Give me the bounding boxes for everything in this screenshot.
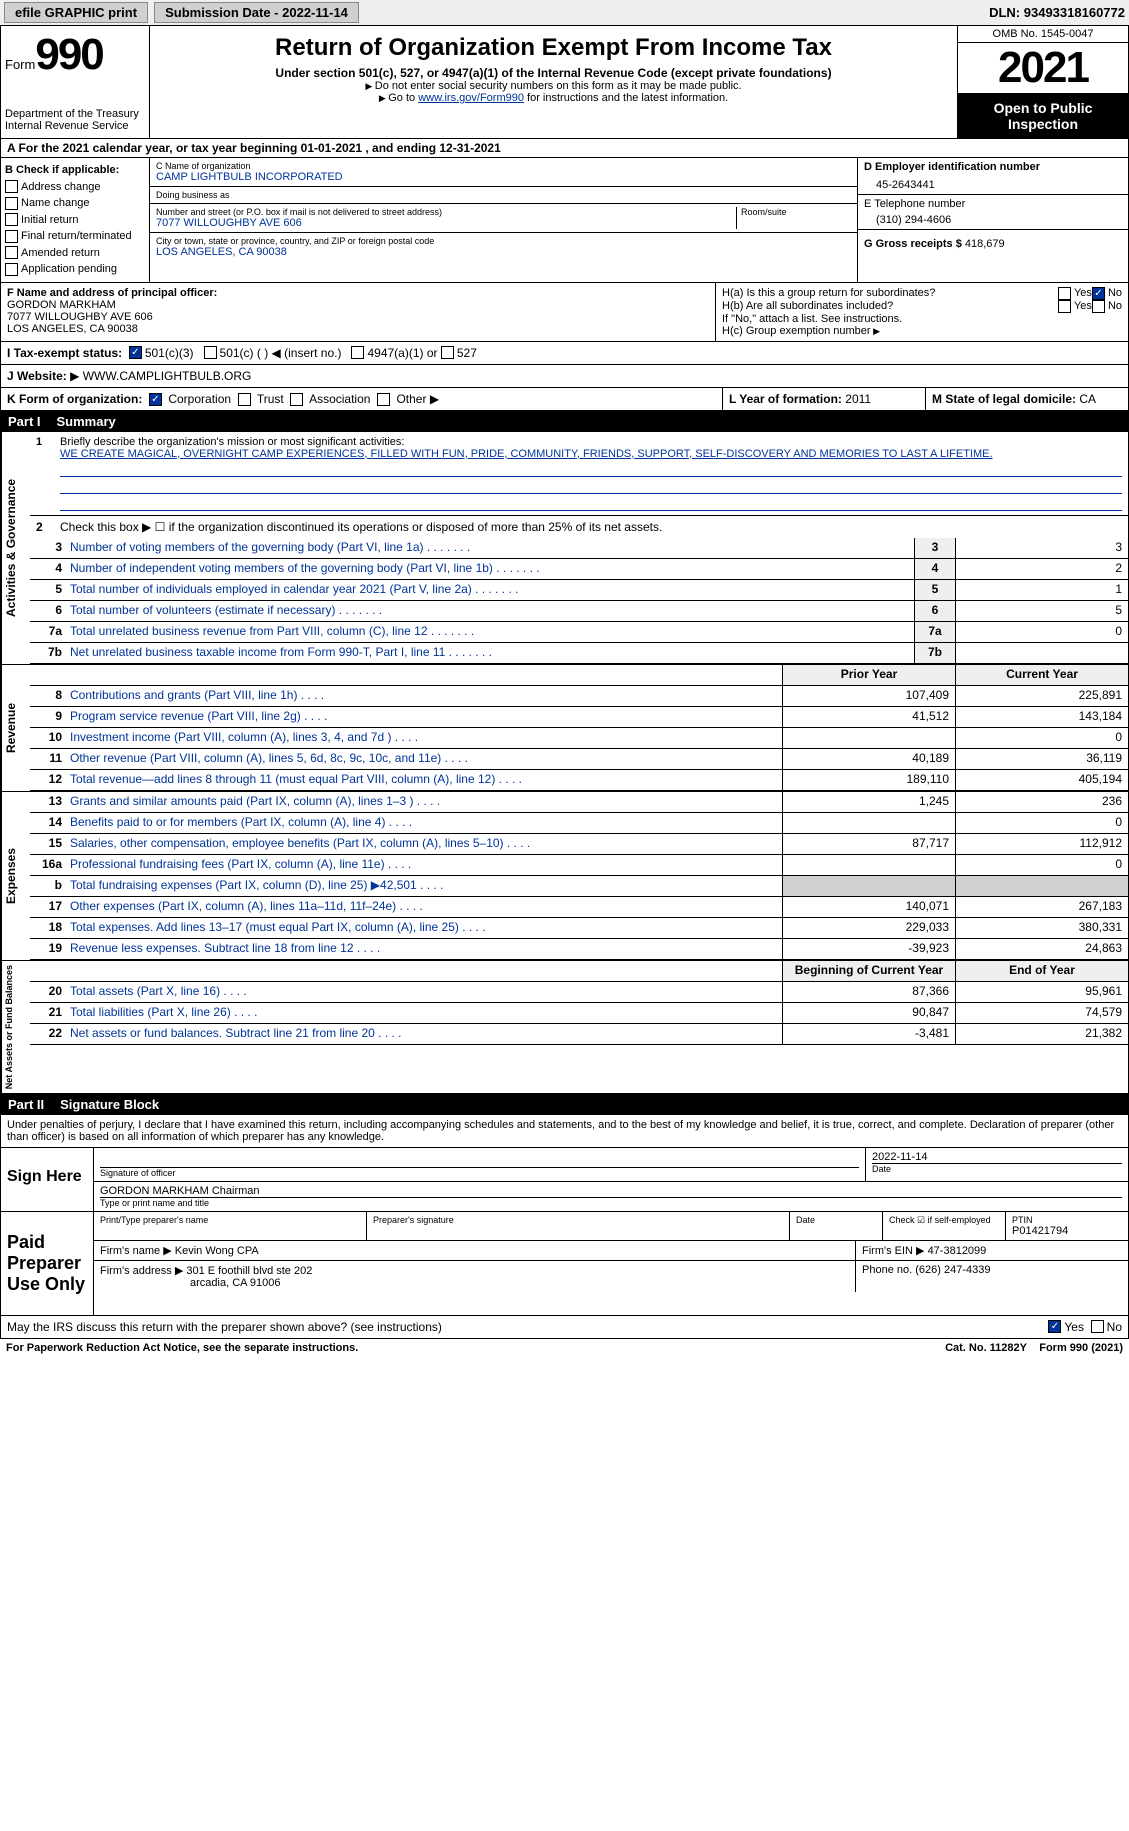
mission: WE CREATE MAGICAL, OVERNIGHT CAMP EXPERI… [60,448,1122,460]
hb-no[interactable] [1092,300,1105,313]
form-number: Form990 [5,30,103,80]
ein: 45-2643441 [864,173,1122,191]
principal-officer: F Name and address of principal officer:… [1,283,715,341]
discuss-no[interactable] [1091,1320,1104,1333]
state-domicile: M State of legal domicile: CA [925,388,1128,410]
line-15: 15 Salaries, other compensation, employe… [30,834,1128,855]
vlabel-activities: Activities & Governance [1,432,30,664]
line-8: 8 Contributions and grants (Part VIII, l… [30,686,1128,707]
line-18: 18 Total expenses. Add lines 13–17 (must… [30,918,1128,939]
check-pending[interactable] [5,263,18,276]
vlabel-net: Net Assets or Fund Balances [1,961,30,1093]
footer: For Paperwork Reduction Act Notice, see … [0,1339,1129,1357]
line-10: 10 Investment income (Part VIII, column … [30,728,1128,749]
check-527[interactable] [441,346,454,359]
hdr-row-2: Beginning of Current YearEnd of Year [30,961,1128,982]
discuss-row: May the IRS discuss this return with the… [0,1316,1129,1339]
phone: (310) 294-4606 [864,210,1122,226]
line-6: 6 Total number of volunteers (estimate i… [30,601,1128,622]
irs-link[interactable]: www.irs.gov/Form990 [418,92,524,104]
group-return: H(a) Is this a group return for subordin… [715,283,1128,341]
ha-yes[interactable] [1058,287,1071,300]
line-20: 20 Total assets (Part X, line 16) . . . … [30,982,1128,1003]
check-amended[interactable] [5,246,18,259]
tax-year: 2021 [958,43,1128,94]
hb-yes[interactable] [1058,300,1071,313]
hdr-row: Prior YearCurrent Year [30,665,1128,686]
ha-no[interactable]: ✓ [1092,287,1105,300]
check-corp[interactable]: ✓ [149,393,162,406]
tax-exempt-status: I Tax-exempt status: ✓ 501(c)(3) 501(c) … [0,342,1129,365]
line-22: 22 Net assets or fund balances. Subtract… [30,1024,1128,1045]
line-11: 11 Other revenue (Part VIII, column (A),… [30,749,1128,770]
check-initial[interactable] [5,213,18,226]
vlabel-expenses: Expenses [1,792,30,960]
part-1-header: Part I Summary [0,411,1129,432]
year-formation: L Year of formation: 2011 [722,388,925,410]
line-19: 19 Revenue less expenses. Subtract line … [30,939,1128,960]
org-name: CAMP LIGHTBULB INCORPORATED [156,171,851,183]
city: LOS ANGELES, CA 90038 [156,246,851,258]
line-12: 12 Total revenue—add lines 8 through 11 … [30,770,1128,791]
check-name[interactable] [5,197,18,210]
line-7b: 7b Net unrelated business taxable income… [30,643,1128,664]
paid-preparer: Paid Preparer Use Only Print/Type prepar… [0,1212,1129,1316]
check-4947[interactable] [351,346,364,359]
open-to-public: Open to Public Inspection [958,94,1128,138]
form-header: Form990 Department of the Treasury Inter… [0,26,1129,139]
discuss-yes[interactable]: ✓ [1048,1320,1061,1333]
form-title: Return of Organization Exempt From Incom… [154,34,953,62]
line-17: 17 Other expenses (Part IX, column (A), … [30,897,1128,918]
line-5: 5 Total number of individuals employed i… [30,580,1128,601]
check-501c[interactable] [204,346,217,359]
line-7a: 7a Total unrelated business revenue from… [30,622,1128,643]
check-address[interactable] [5,180,18,193]
dln: DLN: 93493318160772 [989,5,1125,20]
form-of-org: K Form of organization: ✓ Corporation Tr… [1,388,722,410]
omb: OMB No. 1545-0047 [958,26,1128,43]
line-16a: 16a Professional fundraising fees (Part … [30,855,1128,876]
line-3: 3 Number of voting members of the govern… [30,538,1128,559]
subdate-button[interactable]: Submission Date - 2022-11-14 [154,2,359,23]
check-final[interactable] [5,230,18,243]
check-trust[interactable] [238,393,251,406]
row-a: A For the 2021 calendar year, or tax yea… [0,139,1129,158]
gross-receipts: 418,679 [965,238,1005,250]
street: 7077 WILLOUGHBY AVE 606 [156,217,736,229]
sign-here: Sign Here Signature of officer 2022-11-1… [0,1148,1129,1212]
line-4: 4 Number of independent voting members o… [30,559,1128,580]
vlabel-revenue: Revenue [1,665,30,791]
line-9: 9 Program service revenue (Part VIII, li… [30,707,1128,728]
line-13: 13 Grants and similar amounts paid (Part… [30,792,1128,813]
part-2-header: Part II Signature Block [0,1094,1129,1115]
website-row: J Website: ▶ WWW.CAMPLIGHTBULB.ORG [0,365,1129,388]
col-b-checkboxes: B Check if applicable: Address change Na… [1,158,150,282]
line-b: b Total fundraising expenses (Part IX, c… [30,876,1128,897]
efile-button[interactable]: efile GRAPHIC print [4,2,148,23]
top-bar: efile GRAPHIC print Submission Date - 20… [0,0,1129,26]
line-21: 21 Total liabilities (Part X, line 26) .… [30,1003,1128,1024]
check-other[interactable] [377,393,390,406]
check-assoc[interactable] [290,393,303,406]
check-501c3[interactable]: ✓ [129,346,142,359]
line-14: 14 Benefits paid to or for members (Part… [30,813,1128,834]
penalty-statement: Under penalties of perjury, I declare th… [0,1115,1129,1148]
